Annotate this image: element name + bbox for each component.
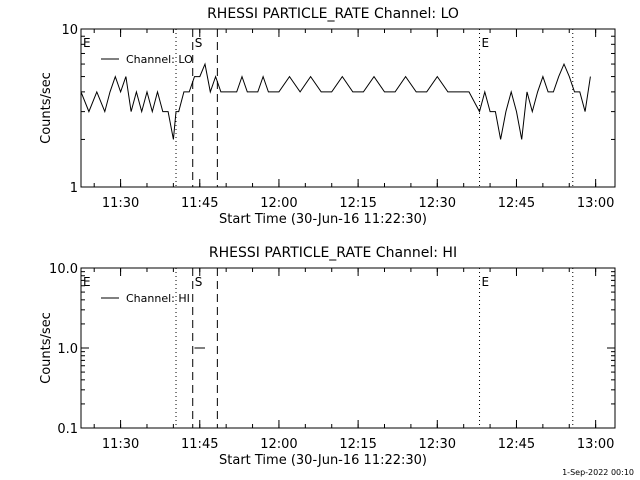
panel2-x-axis-label: Start Time (30-Jun-16 11:22:30) (219, 453, 427, 468)
panel1-event-label: E (83, 36, 91, 50)
panel2-x-tick-label: 12:45 (498, 437, 535, 452)
panel1-x-tick-label: 12:15 (339, 196, 376, 211)
panel1-x-axis-label: Start Time (30-Jun-16 11:22:30) (219, 212, 427, 227)
footer-timestamp: 1-Sep-2022 00:10 (562, 468, 634, 477)
panel1-chart-title: RHESSI PARTICLE_RATE Channel: LO (207, 6, 459, 22)
panel1-y-tick-label: 1 (70, 181, 78, 196)
panel1-y-axis-label: Counts/sec (39, 72, 54, 144)
panel2-x-tick-label: 11:45 (181, 437, 218, 452)
panel2-x-tick-label: 11:30 (102, 437, 139, 452)
panel2-x-tick-label: 13:00 (577, 437, 614, 452)
panel2-event-label: E (482, 275, 490, 289)
panel2-chart-title: RHESSI PARTICLE_RATE Channel: HI (209, 245, 457, 261)
panel1-x-tick-label: 13:00 (577, 196, 614, 211)
panel1-event-label: E (482, 36, 490, 50)
panel1-x-tick-label: 12:00 (260, 196, 297, 211)
panel2-y-axis-label: Counts/sec (39, 312, 54, 384)
panel1-event-label: S (195, 36, 203, 50)
panel2-event-label: E (83, 275, 91, 289)
panel1-x-tick-label: 12:45 (498, 196, 535, 211)
panel2-y-tick-label: 10.0 (49, 262, 78, 277)
panel1-legend-label: Channel: LO (126, 53, 193, 66)
panel2-event-label: S (195, 275, 203, 289)
panel1-series-line (80, 62, 591, 140)
panel1-x-tick-label: 11:45 (181, 196, 218, 211)
panel2-y-tick-label: 1.0 (57, 342, 78, 357)
panel1-y-tick-label: 10 (61, 23, 78, 38)
panel1-x-tick-label: 12:30 (419, 196, 456, 211)
panel2-legend-label: Channel: HI (126, 292, 190, 305)
panel2-x-tick-label: 12:15 (339, 437, 376, 452)
panel1-x-tick-label: 11:30 (102, 196, 139, 211)
panel2-y-tick-label: 0.1 (57, 422, 78, 437)
panel1-axes-frame (80, 28, 616, 188)
panel2-x-tick-label: 12:00 (260, 437, 297, 452)
panel2-x-tick-label: 12:30 (419, 437, 456, 452)
